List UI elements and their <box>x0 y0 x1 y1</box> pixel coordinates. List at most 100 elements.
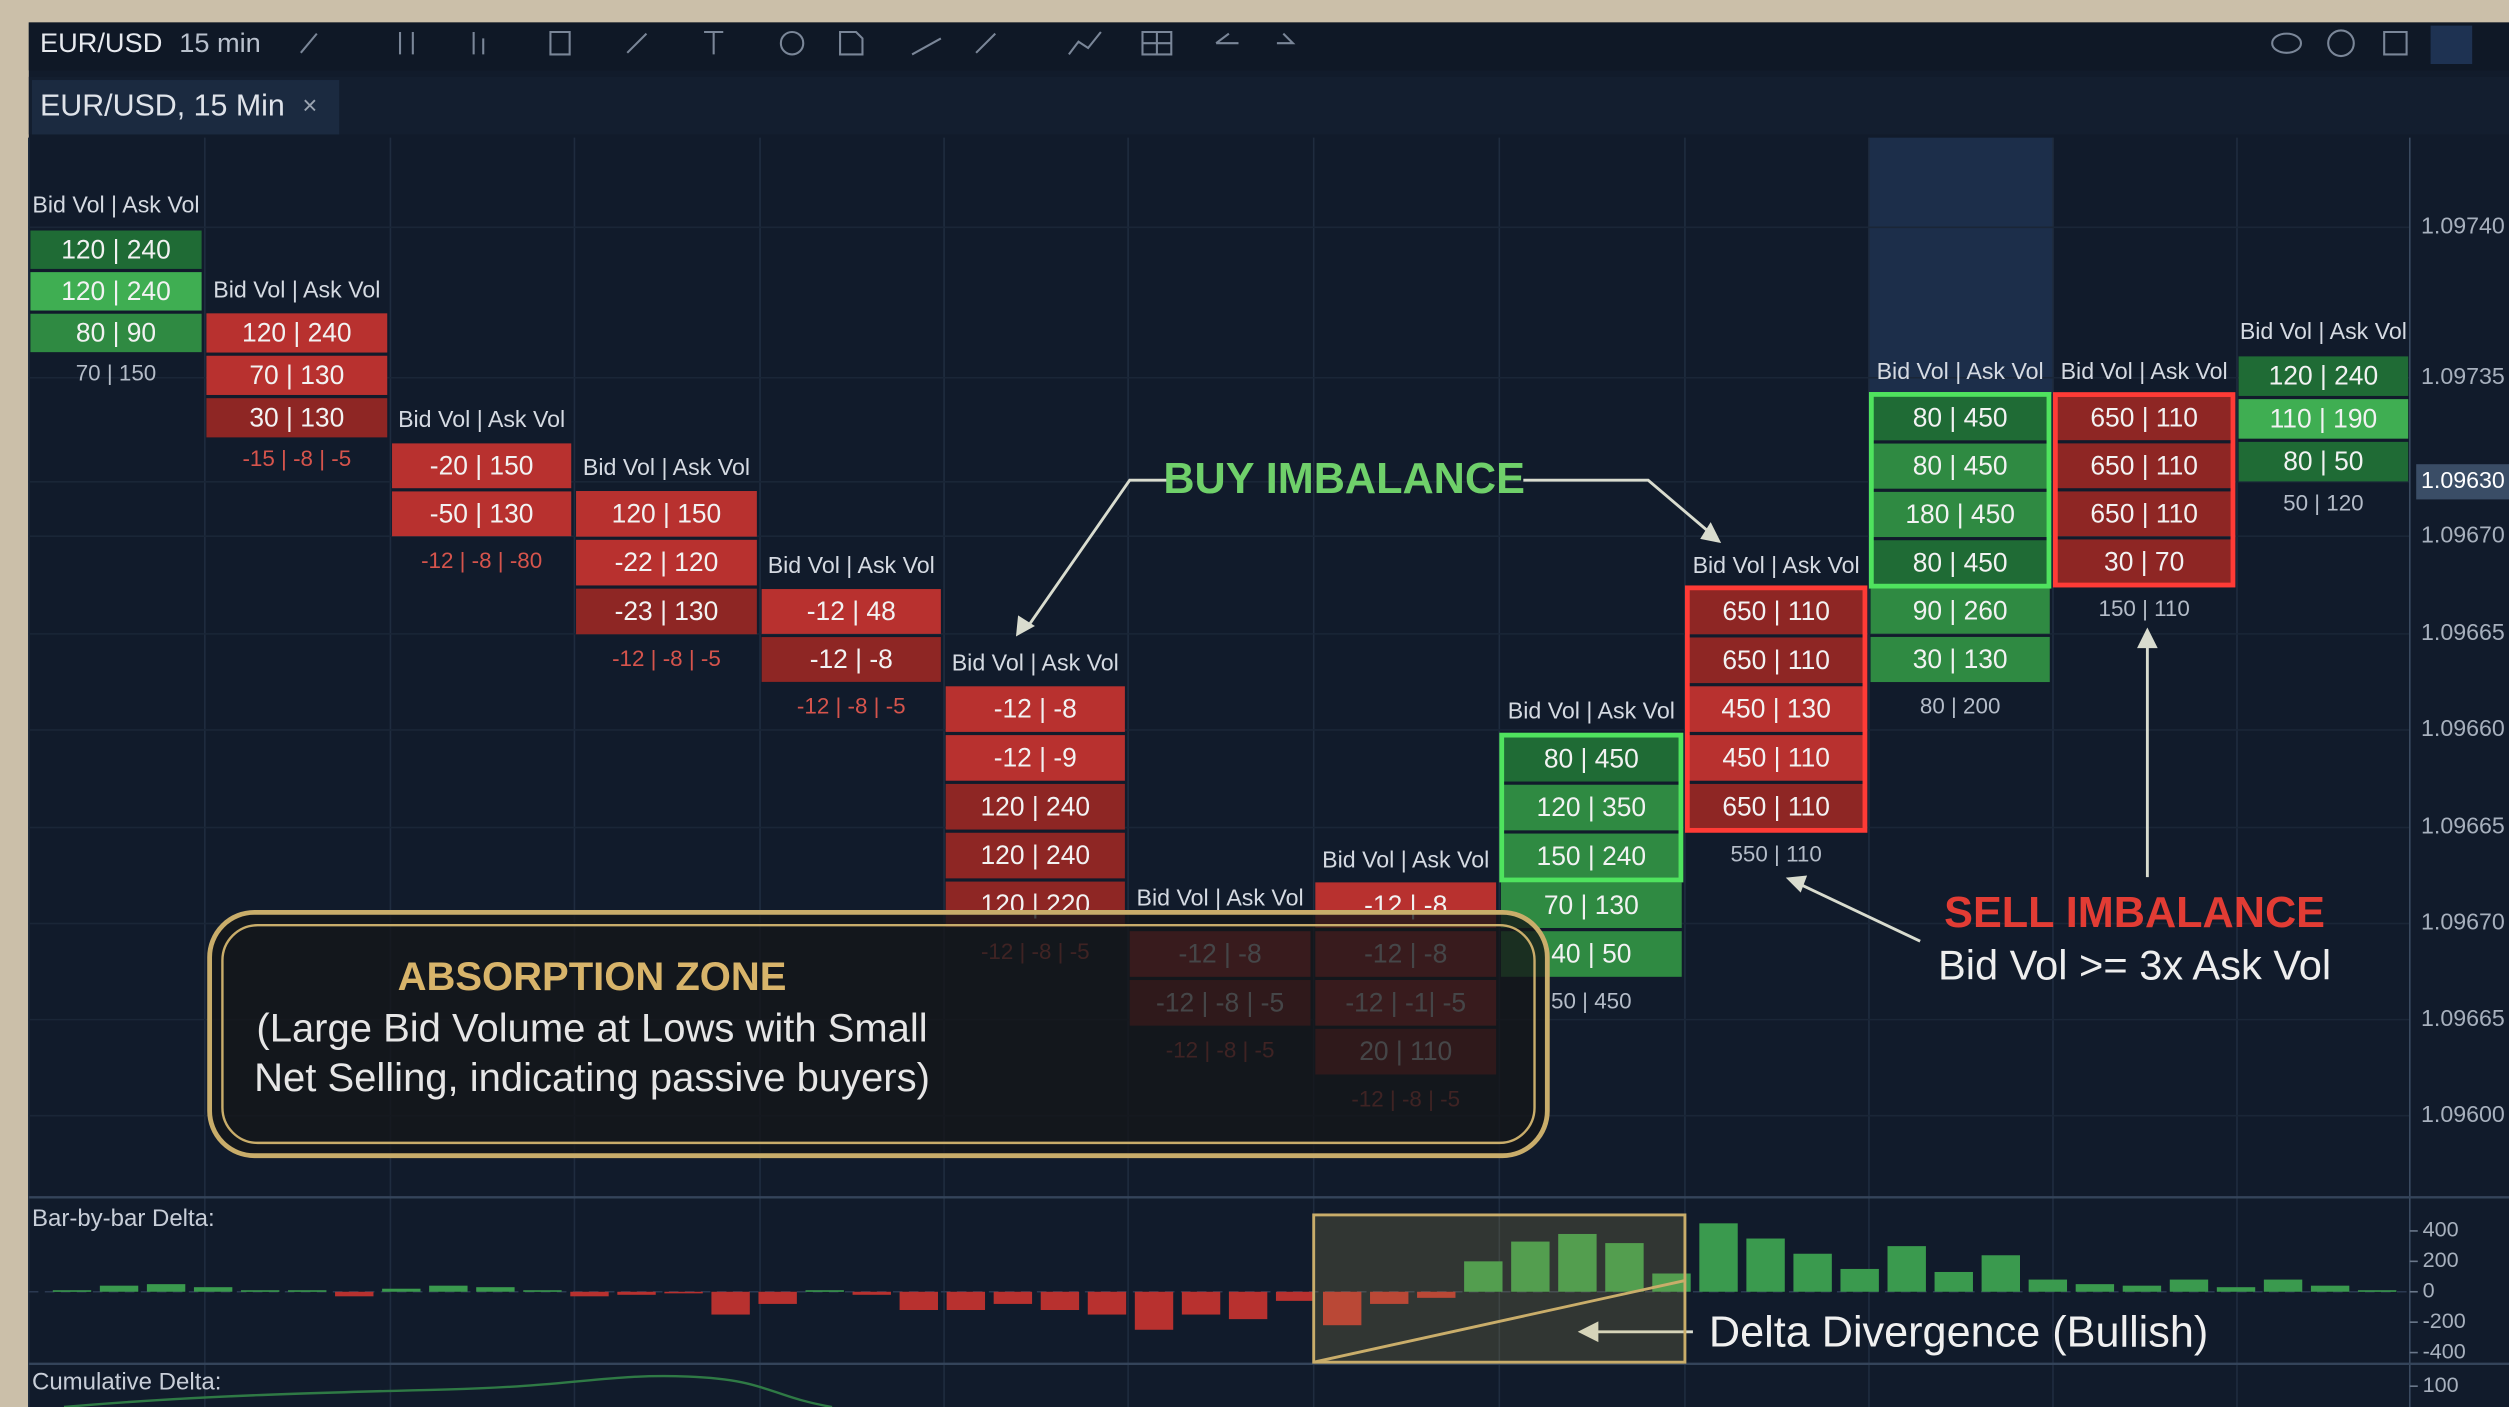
delta-bar <box>617 1291 656 1295</box>
column-footer: 150 | 110 <box>2099 596 2190 621</box>
cell <box>2238 399 2409 439</box>
annotation-arrows <box>1015 478 2158 1343</box>
delta-bar <box>1322 1291 1362 1326</box>
delta-bar <box>1087 1291 1127 1315</box>
price-label: 1.09600 <box>2421 1101 2505 1127</box>
delta-bar <box>2357 1290 2397 1292</box>
cell <box>206 398 388 438</box>
delta-bar <box>146 1284 186 1292</box>
delta-bar <box>240 1290 280 1292</box>
cumulative-tick-label: 100 <box>2423 1372 2459 1397</box>
cell-text: -12 | -8 <box>810 644 893 674</box>
cell-text: 90 | 260 <box>1913 596 2008 626</box>
price-label: 1.09670 <box>2421 909 2505 935</box>
delta-bar <box>2122 1285 2162 1292</box>
delta-tick-label: 0 <box>2423 1277 2435 1302</box>
cell <box>576 588 757 635</box>
tab-bar <box>28 76 2509 135</box>
cell-text: 80 | 90 <box>76 318 156 348</box>
cell-text: 80 | 450 <box>1913 402 2008 432</box>
cell-text: 150 | 240 <box>1537 841 1647 871</box>
cell-text: 120 | 150 <box>612 498 722 528</box>
column-header: Bid Vol | Ask Vol <box>2061 358 2228 384</box>
price-label: 1.09670 <box>2421 521 2505 547</box>
delta-bar <box>193 1287 233 1292</box>
cell-text: -23 | 130 <box>615 596 719 626</box>
cumulative-line <box>63 1374 833 1407</box>
delta-bar <box>1511 1241 1550 1292</box>
cell-text: 650 | 110 <box>1722 791 1830 821</box>
cell-text: 450 | 130 <box>1721 694 1831 724</box>
column-footer: 50 | 120 <box>2283 490 2364 515</box>
delta-bar <box>852 1291 891 1295</box>
column-footer: -12 | -8 | -5 <box>612 646 721 671</box>
price-label: 1.09665 <box>2421 813 2505 839</box>
column-footer: -12 | -8 | -80 <box>421 548 542 573</box>
cell <box>945 686 1125 732</box>
cell <box>1500 833 1682 880</box>
cell-text: -12 | -9 <box>994 742 1077 772</box>
cell-text: -20 | 150 <box>430 450 534 480</box>
delta-bar <box>2216 1287 2256 1292</box>
current-price-box <box>2416 464 2509 500</box>
delta-tick-label: 400 <box>2423 1217 2459 1242</box>
delta-bar <box>1275 1291 1315 1301</box>
cell <box>2238 441 2409 482</box>
sell-imbalance-label: SELL IMBALANCE <box>1944 889 2325 937</box>
cell-text: 650 | 110 <box>2090 498 2198 528</box>
delta-bar <box>52 1290 92 1292</box>
cell-text: 120 | 240 <box>2269 361 2379 391</box>
column-footer: 50 | 450 <box>1551 989 1632 1014</box>
cell <box>206 313 388 353</box>
cell-text: 70 | 130 <box>249 360 344 390</box>
tab-close[interactable]: × <box>302 92 317 120</box>
cell <box>206 355 388 395</box>
cell-text: 120 | 240 <box>980 791 1090 821</box>
buy-imbalance-label: BUY IMBALANCE <box>1163 455 1525 503</box>
price-label: 1.09740 <box>2421 212 2505 238</box>
delta-bar <box>2263 1279 2303 1292</box>
cell-text: 120 | 350 <box>1537 792 1647 822</box>
column-header: Bid Vol | Ask Vol <box>952 649 1119 675</box>
toolbar-active[interactable] <box>2430 25 2473 65</box>
cell <box>1686 686 1866 732</box>
price-label: 1.09665 <box>2421 1005 2505 1031</box>
cell-text: 120 | 240 <box>242 318 352 348</box>
cell <box>1686 588 1866 635</box>
cell <box>30 272 202 311</box>
delta-bar <box>1370 1291 1409 1304</box>
interval[interactable]: 15 min <box>179 27 261 58</box>
delta-bar <box>2310 1285 2350 1292</box>
absorption-text: Net Selling, indicating passive buyers) <box>254 1056 930 1100</box>
delta-panel: Bar-by-bar Delta: 400 200 0 -200 -400 Cumulati… <box>28 1205 2466 1397</box>
cell-text: 180 | 450 <box>1905 499 2015 529</box>
delta-bar <box>523 1290 562 1292</box>
delta-bar <box>570 1291 609 1297</box>
price-label: 1.09665 <box>2421 619 2505 645</box>
cell <box>2054 395 2234 441</box>
cell-text: 80 | 450 <box>1544 743 1639 773</box>
cell-text: 650 | 110 <box>2090 450 2198 480</box>
symbol[interactable]: EUR/USD <box>40 27 162 58</box>
cell-text: 120 | 240 <box>61 276 171 306</box>
delta-tick-label: 200 <box>2423 1247 2459 1272</box>
cell-text: 450 | 110 <box>1722 742 1830 772</box>
absorption-box <box>207 909 1550 1159</box>
delta-bar <box>1981 1255 2021 1292</box>
delta-bar <box>429 1285 468 1292</box>
delta-bar <box>1746 1238 1785 1292</box>
delta-bar <box>1605 1243 1644 1292</box>
divergence-line <box>1313 1279 1686 1364</box>
tab-title[interactable]: EUR/USD, 15 Min <box>40 88 285 122</box>
cell <box>945 735 1125 781</box>
absorption-box-inner <box>221 923 1536 1145</box>
divergence-box <box>1312 1213 1687 1364</box>
cell-text: 30 | 130 <box>249 402 344 432</box>
tab[interactable] <box>32 80 340 135</box>
cell <box>761 589 941 634</box>
cell-text: 30 | 70 <box>2104 546 2184 576</box>
cell <box>2054 491 2234 537</box>
cell <box>1686 783 1866 830</box>
delta-bar <box>1793 1253 1832 1292</box>
imbalance-outline <box>1499 732 1684 883</box>
